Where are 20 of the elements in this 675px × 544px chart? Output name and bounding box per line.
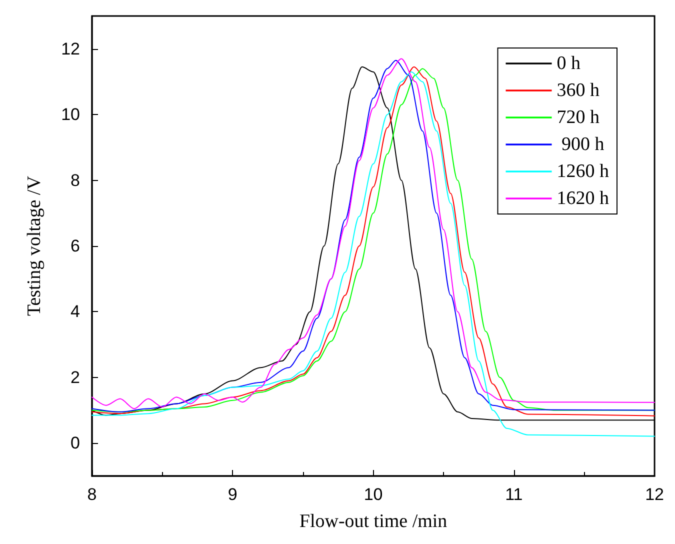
legend-label: 0 h	[556, 53, 581, 74]
legend-label: 720 h	[556, 107, 600, 128]
legend-label: 1260 h	[556, 161, 610, 182]
x-tick-label: 11	[505, 485, 523, 504]
x-tick-label: 10	[364, 485, 383, 504]
legend-label: 360 h	[556, 80, 600, 101]
x-axis-title: Flow-out time /min	[299, 511, 448, 532]
y-axis-title: Testing voltage /V	[24, 176, 45, 316]
y-tick-label: 12	[61, 39, 80, 58]
x-tick-label: 8	[87, 485, 97, 504]
y-tick-label: 2	[70, 368, 80, 387]
legend-label: 900 h	[556, 134, 605, 155]
y-tick-label: 10	[61, 105, 80, 124]
y-tick-label: 0	[70, 434, 80, 453]
y-tick-label: 4	[70, 302, 80, 322]
x-tick-label: 12	[645, 485, 664, 504]
y-tick-label: 8	[70, 170, 80, 190]
x-tick-label: 9	[228, 485, 238, 504]
y-tick-label: 6	[70, 236, 80, 256]
legend-label: 1620 h	[556, 188, 610, 209]
